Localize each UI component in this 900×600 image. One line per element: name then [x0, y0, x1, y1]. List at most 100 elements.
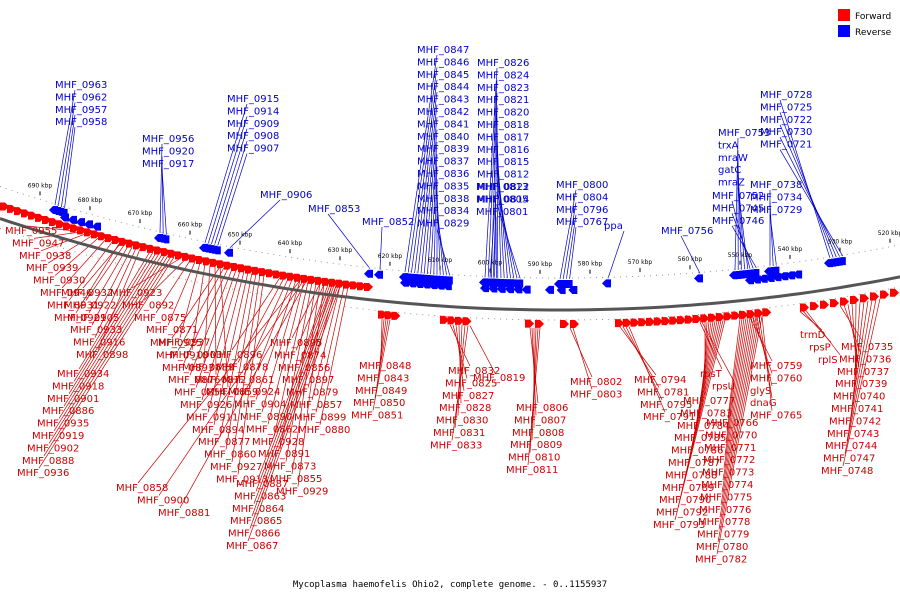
forward-gene-arrow [126, 239, 135, 248]
forward-gene-label: MHF_0921 [54, 313, 106, 324]
forward-gene-arrow [203, 257, 212, 266]
forward-leader [251, 285, 337, 517]
reverse-leader [607, 230, 625, 279]
reverse-gene-label: MHF_0836 [417, 169, 469, 180]
reverse-gene-label: MHF_0815 [477, 157, 529, 168]
forward-gene-arrow [820, 300, 829, 309]
reverse-leader [779, 149, 844, 257]
forward-leader [677, 320, 724, 508]
forward-gene-arrow [830, 299, 839, 308]
forward-gene-arrow [0, 202, 9, 211]
reverse-gene-arrow [765, 273, 775, 282]
forward-gene-label: MHF_0855 [270, 474, 322, 485]
forward-gene-arrow [294, 273, 303, 282]
reverse-leader [57, 102, 76, 207]
forward-gene-arrow [189, 254, 198, 263]
forward-gene-label: MHF_0735 [841, 342, 893, 353]
forward-gene-label: MHF_0774 [701, 480, 753, 491]
reverse-leader [379, 226, 383, 270]
forward-leader [449, 324, 471, 367]
forward-gene-label: MHF_0851 [351, 411, 403, 422]
forward-leader [529, 327, 539, 453]
forward-gene-arrow [63, 222, 72, 231]
forward-gene-label: MHF_0784 [677, 421, 729, 432]
forward-gene-arrow [175, 251, 184, 260]
forward-gene-label: MHF_0810 [508, 453, 560, 464]
reverse-gene-label: MHF_0838 [417, 194, 469, 205]
reverse-gene-arrow [92, 222, 101, 231]
forward-leader [569, 327, 593, 378]
forward-gene-label: MHF_0910 [156, 350, 208, 361]
forward-leader [847, 304, 860, 367]
reverse-gene-label: MHF_0745 [712, 203, 764, 214]
forward-gene-arrow [210, 258, 219, 267]
forward-gene-label: MHF_0831 [433, 428, 485, 439]
forward-gene-label: MHF_0877 [198, 437, 250, 448]
reverse-gene-label: MHF_0841 [417, 119, 469, 130]
forward-gene-arrow [84, 228, 93, 237]
forward-gene-arrow [462, 317, 472, 326]
reverse-gene-arrow [84, 220, 93, 229]
reverse-gene-label: MHF_0853 [308, 204, 360, 215]
forward-gene-arrow [7, 204, 16, 213]
forward-gene-label: MHF_0878 [216, 362, 268, 373]
forward-leader [143, 259, 186, 301]
reverse-gene-arrow [521, 285, 531, 294]
forward-gene-label: MHF_0741 [831, 404, 883, 415]
forward-gene-arrow [252, 266, 261, 275]
forward-gene-label: MHF_0895 [270, 338, 322, 349]
forward-gene-label: MHF_0886 [42, 406, 94, 417]
reverse-leader [559, 189, 577, 280]
forward-gene-label: MHF_0933 [70, 325, 122, 336]
reverse-gene-arrow [513, 285, 523, 294]
reverse-gene-label: MHF_0914 [227, 106, 279, 117]
reverse-gene-arrow [758, 274, 768, 283]
forward-gene-label: MHF_0874 [274, 350, 326, 361]
forward-gene-label: MHF_0929 [276, 486, 328, 497]
reverse-gene-label: MHF_0821 [477, 95, 529, 106]
forward-leader [171, 266, 221, 339]
forward-gene-label: MHF_0785 [674, 433, 726, 444]
reverse-leader [769, 214, 777, 266]
reverse-leader [487, 80, 498, 278]
forward-leader [189, 269, 233, 376]
forward-leader [48, 255, 169, 444]
forward-leader [38, 256, 175, 469]
tick-label: 600 kbp [478, 260, 503, 267]
reverse-leader [436, 228, 451, 276]
forward-gene-arrow [329, 278, 338, 287]
reverse-gene-label: MHF_0796 [556, 205, 608, 216]
forward-gene-arrow [560, 320, 569, 328]
forward-gene-label: MHF_0875 [134, 313, 186, 324]
forward-gene-label: MHF_0902 [27, 443, 79, 454]
reverse-gene-label: MHF_0847 [417, 45, 469, 56]
reverse-leader [414, 92, 438, 274]
reverse-gene-label: MHF_0842 [417, 107, 469, 118]
reverse-leader [779, 112, 834, 258]
forward-gene-label: MHF_0795 [640, 400, 692, 411]
forward-gene-label: MHF_0903 [170, 350, 222, 361]
reverse-gene-arrow [568, 285, 578, 294]
reverse-gene-arrow [751, 275, 761, 284]
forward-leader [374, 319, 389, 399]
reverse-gene-label: trxA [718, 140, 739, 151]
forward-gene-label: MHF_0811 [506, 465, 558, 476]
forward-gene-label: MHF_0789 [662, 483, 714, 494]
forward-gene-label: MHF_0935 [37, 419, 89, 430]
forward-leader [231, 277, 281, 351]
legend: Forward Reverse [838, 9, 892, 38]
forward-leader [54, 238, 99, 276]
forward-leader [531, 327, 537, 441]
forward-gene-arrow [880, 290, 889, 299]
reverse-leader [214, 141, 248, 245]
reverse-gene-arrow [779, 272, 789, 281]
forward-gene-label: MHF_0786 [671, 446, 723, 457]
forward-gene-label: MHF_0776 [699, 505, 751, 516]
forward-gene-label: MHF_0888 [22, 456, 74, 467]
reverse-gene-label: MHF_0852 [362, 217, 414, 228]
forward-gene-label: MHF_0916 [73, 338, 125, 349]
reverse-gene-label: mraZ [718, 178, 745, 189]
forward-gene-arrow [739, 310, 748, 319]
reverse-gene-arrow [76, 218, 85, 227]
forward-gene-label: MHF_0892 [122, 300, 174, 311]
